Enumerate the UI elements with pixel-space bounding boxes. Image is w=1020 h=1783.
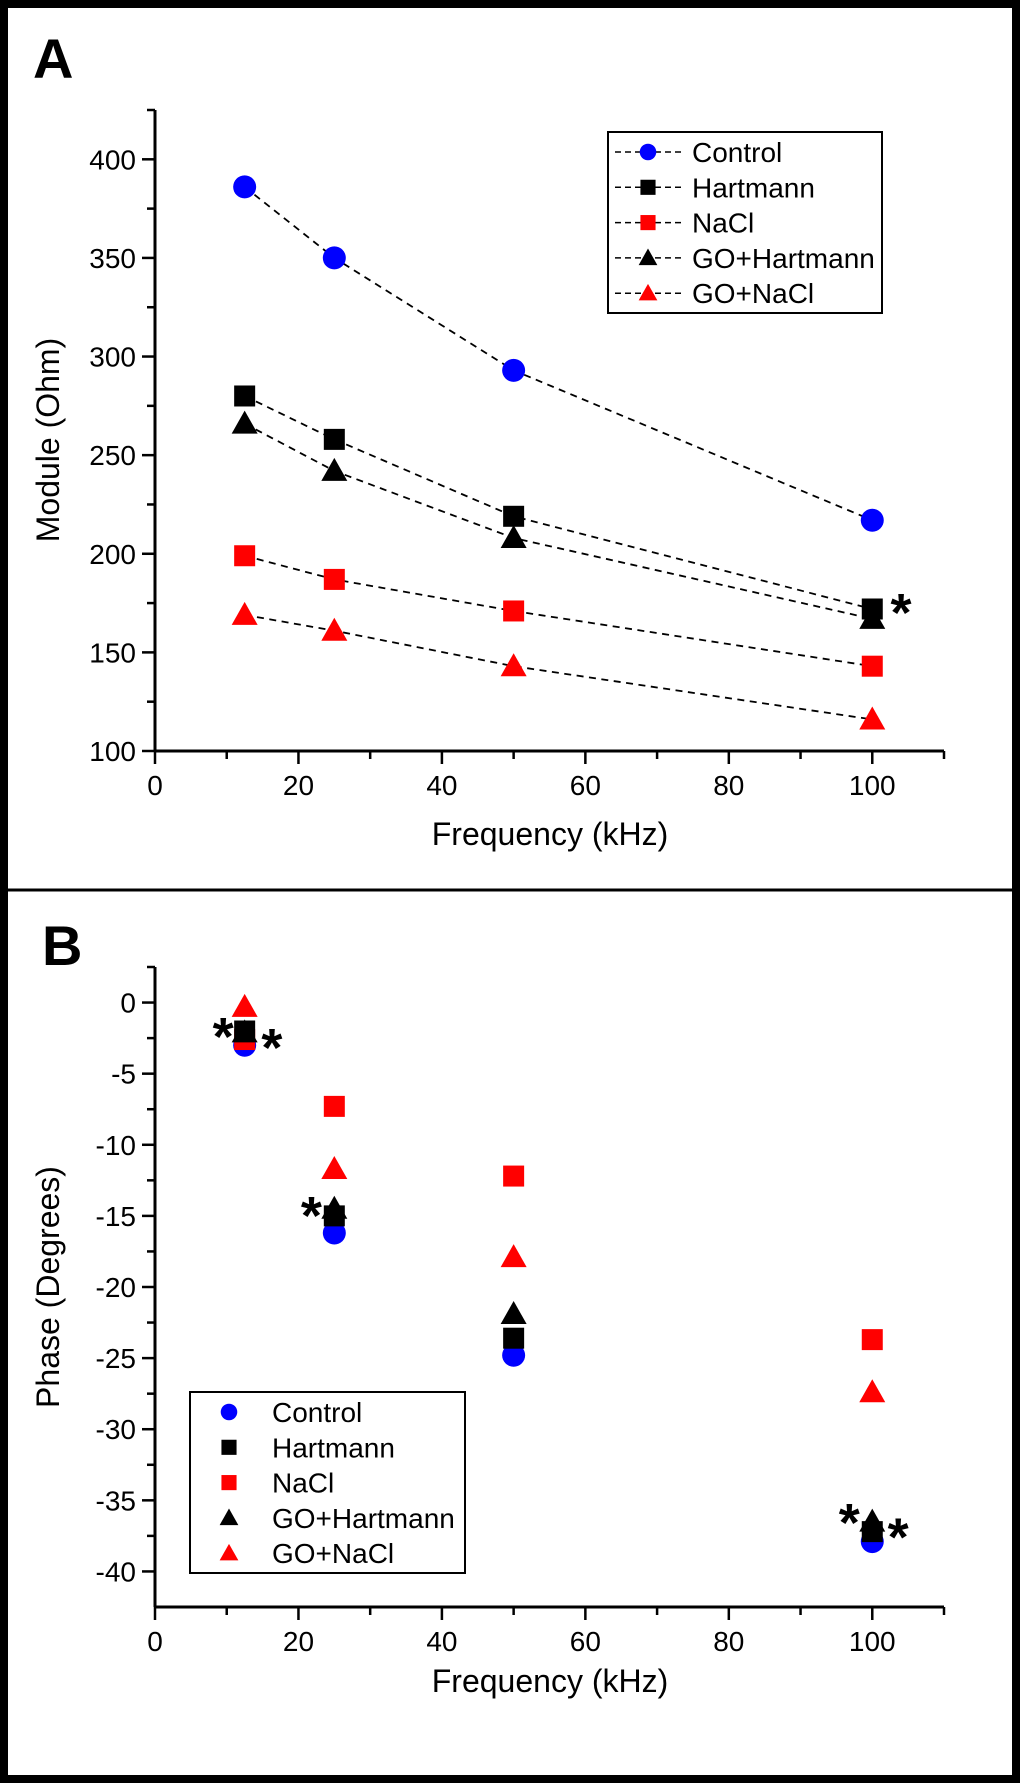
legend-label: GO+Hartmann (692, 243, 875, 274)
y-tick-label: 300 (89, 342, 136, 373)
x-tick-label: 0 (147, 1626, 163, 1657)
legend-label: NaCl (692, 208, 754, 239)
legend-item-NaCl: NaCl (221, 1468, 334, 1499)
line-NaCl (244, 554, 873, 668)
panel-A: 0 20 40 60 80 100 100 150 200 250 300 350 400 Frequen… (30, 27, 946, 852)
y-tick-label: 400 (89, 144, 136, 175)
y-axis-title: Module (Ohm) (30, 338, 66, 543)
y-tick-label: 100 (89, 736, 136, 767)
legend-A: Control Hartmann NaCl GO+Hartmann GO+NaCl (607, 131, 883, 314)
legend-item-Control: Control (615, 137, 782, 168)
y-tick-label: -5 (111, 1059, 136, 1090)
panel-B: 0 20 40 60 80 100 0 -5 -10 -15 -20 -25 -30 -35 -40 Freq… (30, 914, 946, 1699)
significance-asterisk: * (301, 1186, 322, 1246)
x-tick-label: 40 (426, 1626, 457, 1657)
legend-item-GO+Hartmann: GO+Hartmann (219, 1503, 455, 1534)
line-GO+Hartmann (244, 422, 873, 620)
y-tick-label: -35 (96, 1485, 136, 1516)
y-tick-label: 200 (89, 539, 136, 570)
y-tick-label: -40 (96, 1556, 136, 1587)
legend-item-GO+NaCl: GO+NaCl (615, 278, 814, 309)
y-tick-label: 250 (89, 440, 136, 471)
legend-item-GO+Hartmann: GO+Hartmann (615, 243, 875, 274)
y-tick-label: -20 (96, 1272, 136, 1303)
line-GO+NaCl (244, 614, 873, 721)
legend-label: Hartmann (692, 172, 815, 203)
significance-asterisk: * (261, 1018, 282, 1078)
line-Hartmann (244, 395, 873, 610)
x-tick-label: 80 (713, 1626, 744, 1657)
significance-asterisk: * (890, 583, 911, 643)
series-NaCl (234, 545, 883, 677)
series-GO+Hartmann (231, 1019, 886, 1532)
legend-label: Hartmann (272, 1432, 395, 1463)
x-axis-title: Frequency (kHz) (432, 1663, 669, 1699)
y-tick-label: 150 (89, 637, 136, 668)
legend-label: Control (692, 137, 782, 168)
legend-label: GO+NaCl (272, 1538, 394, 1569)
ticks (142, 108, 946, 764)
ticks (142, 965, 946, 1620)
x-tick-label: 80 (713, 770, 744, 801)
legend-item-GO+NaCl: GO+NaCl (219, 1538, 394, 1569)
legend-label: GO+NaCl (692, 278, 814, 309)
legend-label: NaCl (272, 1468, 334, 1499)
legend-B: Control Hartmann NaCl GO+Hartmann GO+NaCl (189, 1391, 466, 1574)
y-axis-title: Phase (Degrees) (30, 1166, 66, 1408)
x-tick-label: 100 (849, 770, 896, 801)
y-tick-label: 350 (89, 243, 136, 274)
legend-item-Hartmann: Hartmann (615, 172, 815, 203)
y-tick-label: -25 (96, 1343, 136, 1374)
y-tick-label: -30 (96, 1414, 136, 1445)
significance-asterisk: * (213, 1007, 234, 1067)
x-tick-label: 20 (283, 770, 314, 801)
tick-labels: 0 20 40 60 80 100 100 150 200 250 300 350 400 (89, 144, 895, 801)
y-tick-label: 0 (120, 988, 136, 1019)
x-tick-label: 60 (570, 770, 601, 801)
series-GO+NaCl (231, 601, 886, 730)
legend-item-Control: Control (220, 1397, 362, 1428)
y-tick-label: -10 (96, 1130, 136, 1161)
significance-asterisk: * (839, 1493, 860, 1553)
legend-item-Hartmann: Hartmann (221, 1432, 395, 1463)
series-NaCl (234, 1029, 883, 1351)
x-tick-label: 60 (570, 1626, 601, 1657)
x-tick-label: 20 (283, 1626, 314, 1657)
series-Control (233, 175, 884, 532)
panel-letter-B: B (42, 914, 82, 977)
x-tick-label: 100 (849, 1626, 896, 1657)
series-GO+Hartmann (231, 410, 886, 629)
x-axis-title: Frequency (kHz) (432, 816, 669, 852)
x-tick-label: 0 (147, 770, 163, 801)
axes (153, 110, 944, 753)
panel-letter-A: A (33, 27, 73, 90)
tick-labels: 0 20 40 60 80 100 0 -5 -10 -15 -20 -25 -30 -35 -40 (96, 988, 896, 1657)
y-tick-label: -15 (96, 1201, 136, 1232)
legend-item-NaCl: NaCl (615, 208, 754, 239)
significance-asterisk: * (888, 1507, 909, 1567)
series-GO+NaCl (231, 993, 886, 1403)
legend-label: GO+Hartmann (272, 1503, 455, 1534)
legend-label: Control (272, 1397, 362, 1428)
x-tick-label: 40 (426, 770, 457, 801)
